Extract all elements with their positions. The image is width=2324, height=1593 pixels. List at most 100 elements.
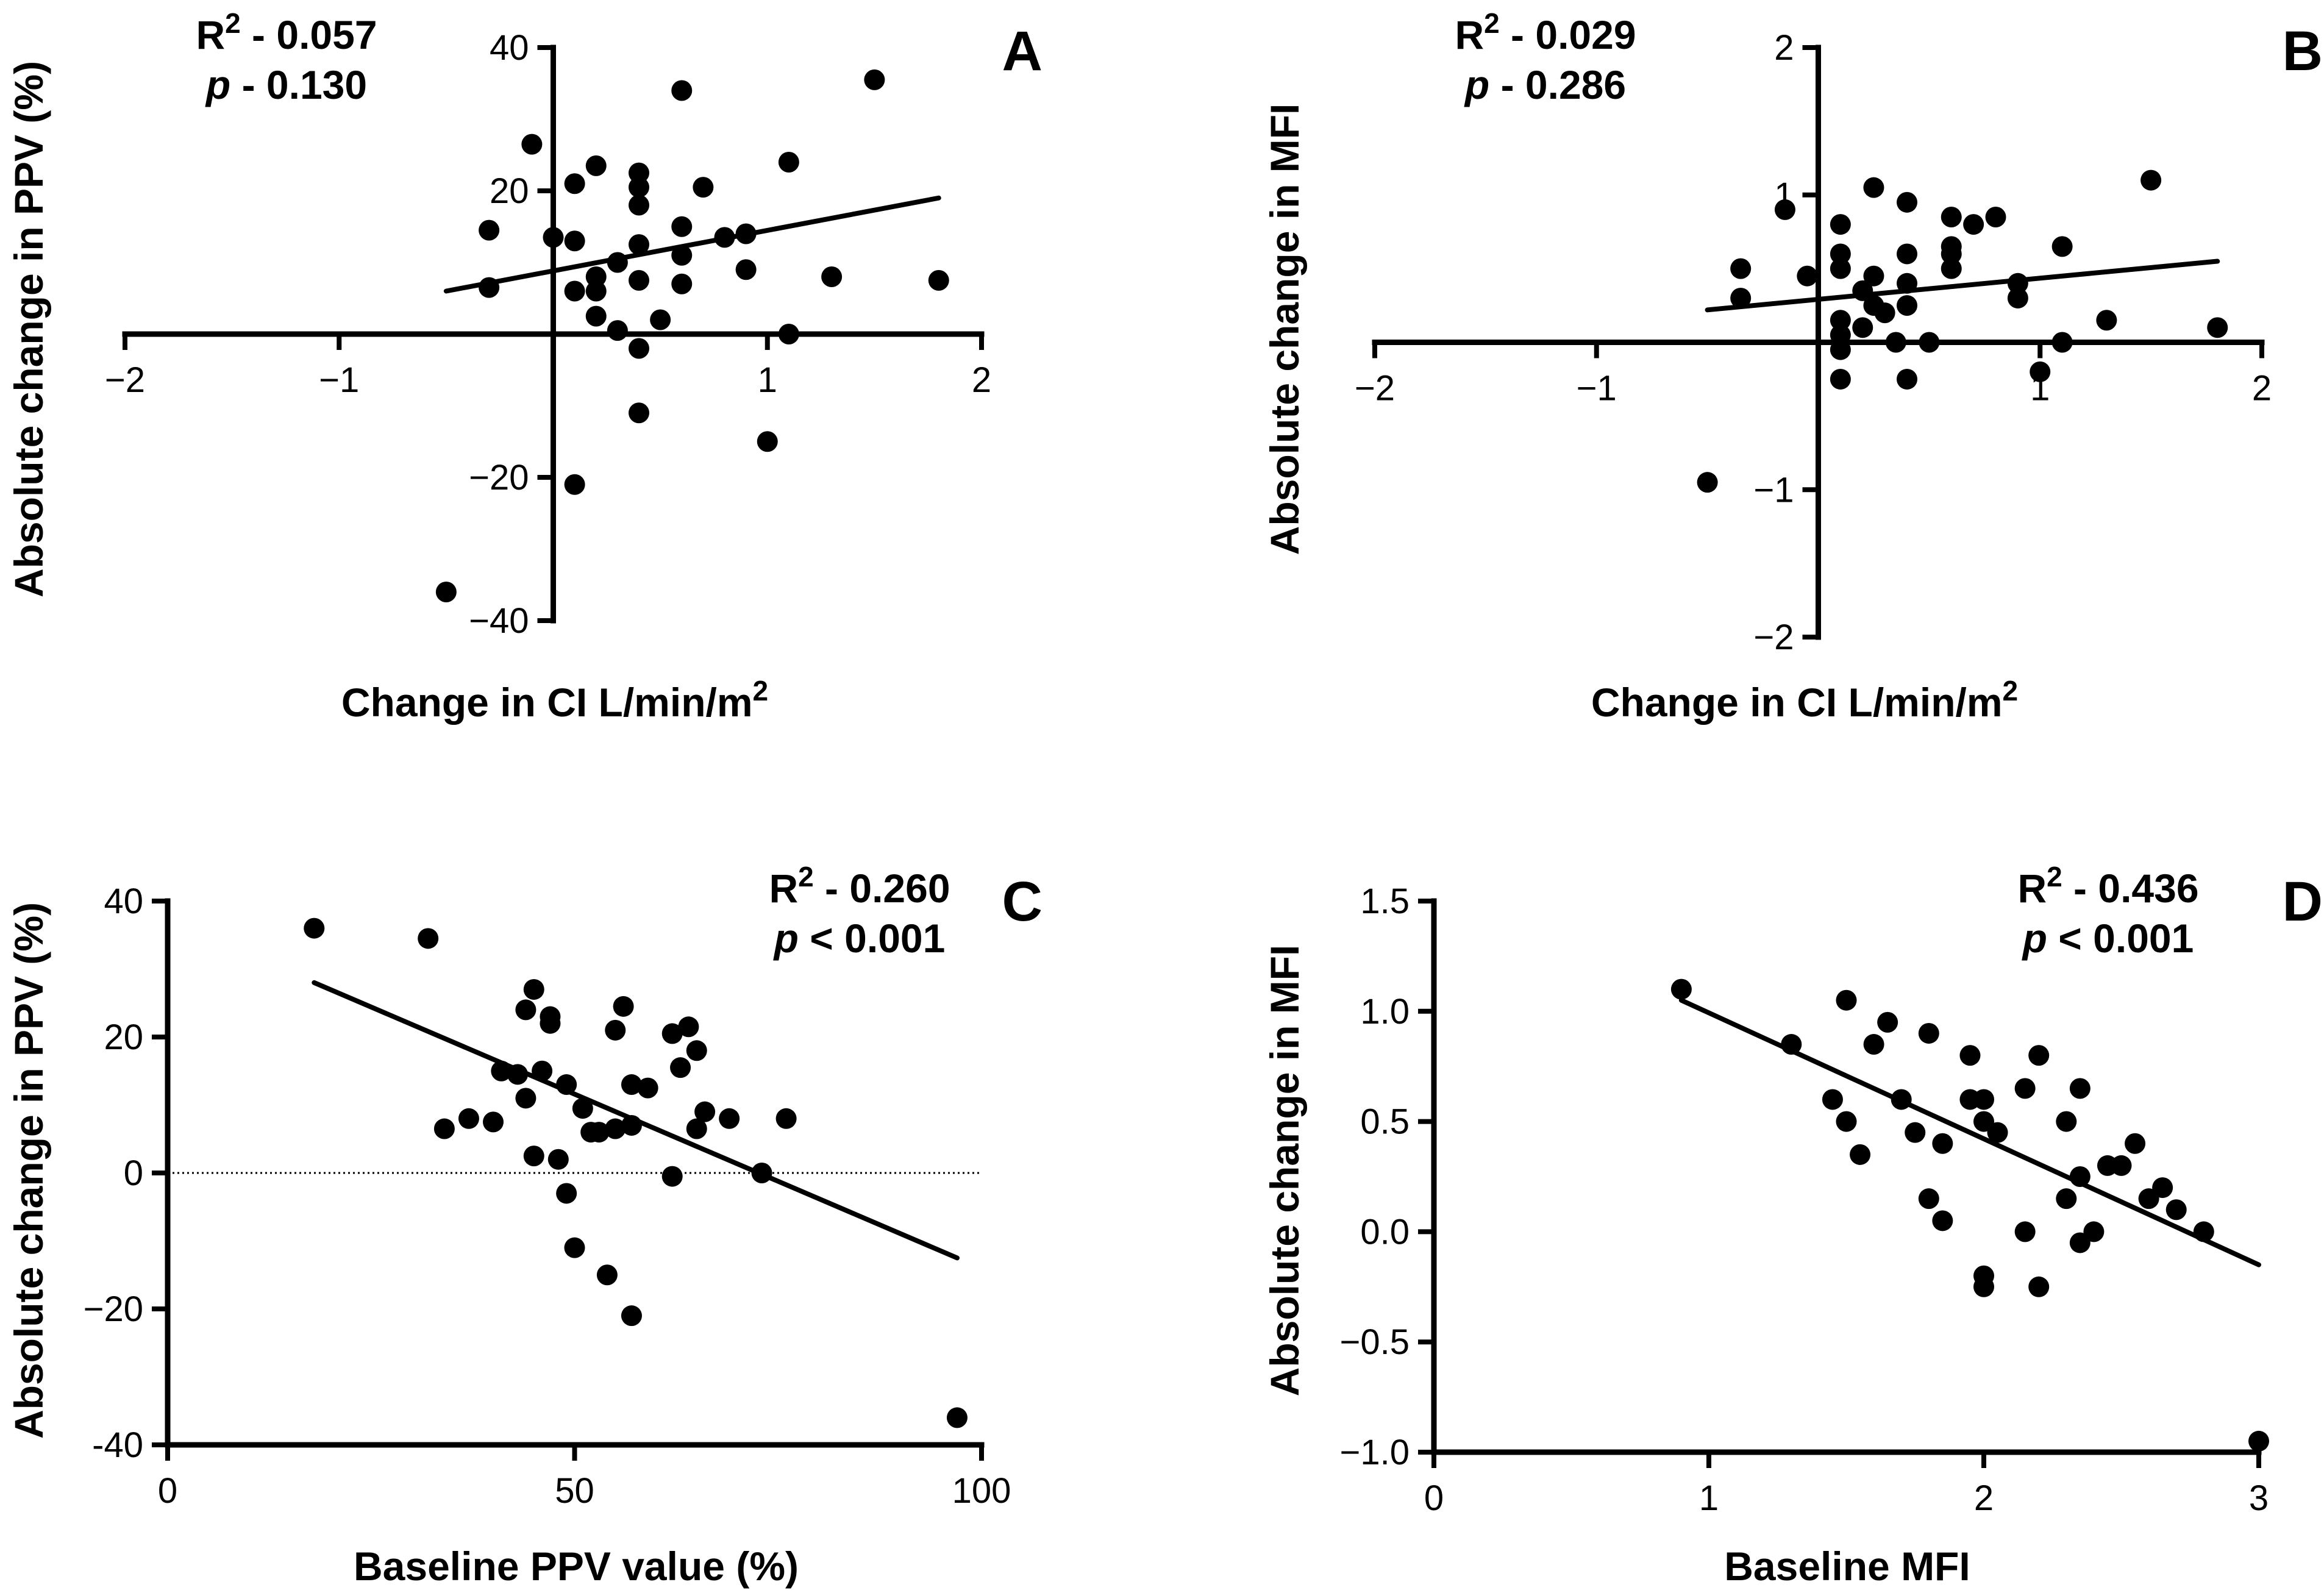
data-point (735, 259, 757, 280)
data-point (2014, 1078, 2036, 1099)
data-point (1830, 368, 1851, 390)
data-point (564, 280, 585, 302)
data-point (778, 152, 799, 173)
p-symbol: p (2022, 916, 2047, 961)
y-tick-label: −0.5 (1340, 1322, 1410, 1362)
data-point (2056, 1111, 2077, 1132)
y-tick-label: 1.0 (1360, 992, 1410, 1032)
r-squared-value: - 0.057 (241, 12, 377, 57)
panel-label-d: D (2283, 871, 2323, 933)
data-point (2028, 1276, 2050, 1297)
data-point (1897, 191, 1917, 213)
data-point (2138, 1188, 2159, 1210)
data-point (1697, 472, 1718, 493)
data-point (523, 978, 544, 1000)
data-point (1852, 317, 1873, 338)
data-point (2111, 1155, 2132, 1176)
data-point (479, 219, 500, 241)
r-squared-superscript: 2 (2047, 861, 2062, 893)
data-point (928, 269, 949, 291)
data-point (2069, 1232, 2091, 1253)
x-axis-label: Change in CI L/min/m2 (1591, 675, 2018, 725)
data-point (515, 1088, 536, 1109)
r-squared-symbol: R (1455, 12, 1484, 57)
data-point (564, 1237, 585, 1258)
data-point (1918, 1188, 1939, 1210)
data-point (596, 1264, 618, 1286)
data-point (607, 320, 628, 341)
data-point (1836, 989, 1857, 1011)
data-point (564, 173, 585, 194)
data-point (1932, 1210, 1953, 1231)
data-point (1891, 1089, 1912, 1110)
r-squared-label: R2 - 0.260 (769, 861, 950, 911)
data-point (2056, 1188, 2077, 1210)
data-point (1863, 265, 1884, 287)
r-squared-symbol: R (769, 866, 798, 911)
data-point (735, 223, 757, 244)
data-point (661, 1023, 683, 1044)
data-point (671, 216, 693, 237)
data-point (629, 162, 649, 184)
data-point (2069, 1078, 2091, 1099)
y-tick-label: −1 (1753, 470, 1794, 510)
data-point (621, 1305, 642, 1327)
data-point (2051, 236, 2073, 257)
data-point (1830, 243, 1851, 265)
r-squared-value: - 0.029 (1500, 12, 1636, 57)
data-point (671, 244, 693, 266)
data-point (1730, 287, 1752, 308)
x-axis-label-superscript: 2 (753, 675, 769, 707)
data-point (629, 194, 649, 216)
data-point (629, 177, 649, 198)
regression-line (1705, 258, 2220, 313)
data-point (304, 918, 325, 939)
data-point (946, 1407, 968, 1428)
x-axis-label-text: Change in CI L/min/m (341, 680, 753, 725)
data-point (693, 177, 714, 198)
data-point (491, 1060, 512, 1082)
data-point (637, 1077, 658, 1099)
r-squared-value: - 0.260 (814, 866, 950, 911)
data-point (418, 928, 439, 949)
x-tick-label: 2 (972, 360, 991, 400)
data-point (2140, 169, 2162, 191)
r-squared-label: R2 - 0.029 (1455, 7, 1636, 57)
data-point (1830, 324, 1851, 346)
p-value-label: p < 0.001 (773, 916, 946, 961)
y-tick-label: −1.0 (1340, 1433, 1410, 1472)
data-point (1941, 207, 1962, 228)
data-point (757, 431, 778, 452)
x-tick-label: 2 (1974, 1478, 1994, 1518)
data-point (2083, 1221, 2105, 1242)
data-point (671, 80, 693, 101)
panel-label-a: A (1002, 20, 1043, 82)
data-point (751, 1163, 772, 1183)
data-point (1897, 368, 1917, 390)
data-point (1987, 1122, 2008, 1143)
data-point (1874, 302, 1895, 324)
x-tick-label: 3 (2249, 1478, 2269, 1518)
y-axis-label: Absolute change in PPV (%) (6, 61, 51, 597)
data-point (2030, 361, 2051, 382)
r-squared-label: R2 - 0.057 (196, 7, 377, 57)
data-point (629, 402, 649, 424)
data-point (2007, 273, 2028, 294)
r-squared-symbol: R (196, 12, 225, 57)
data-point (864, 69, 885, 90)
data-point (629, 269, 649, 291)
data-point (2193, 1221, 2214, 1242)
data-point (1830, 339, 1851, 360)
data-point (2152, 1177, 2173, 1199)
panel-label-c: C (1002, 871, 1043, 933)
panel-c: 0 50 100 -40 −20 0 20 40 Baseline PPV value (%) A… (6, 861, 1043, 1589)
r-squared-value: - 0.436 (2062, 866, 2199, 911)
data-point (1863, 177, 1884, 198)
y-tick-label: −40 (469, 601, 529, 641)
data-point (1919, 332, 1940, 353)
x-axis-label: Baseline PPV value (%) (354, 1544, 799, 1589)
data-point (821, 266, 843, 287)
p-value-label: p < 0.001 (2022, 916, 2194, 961)
